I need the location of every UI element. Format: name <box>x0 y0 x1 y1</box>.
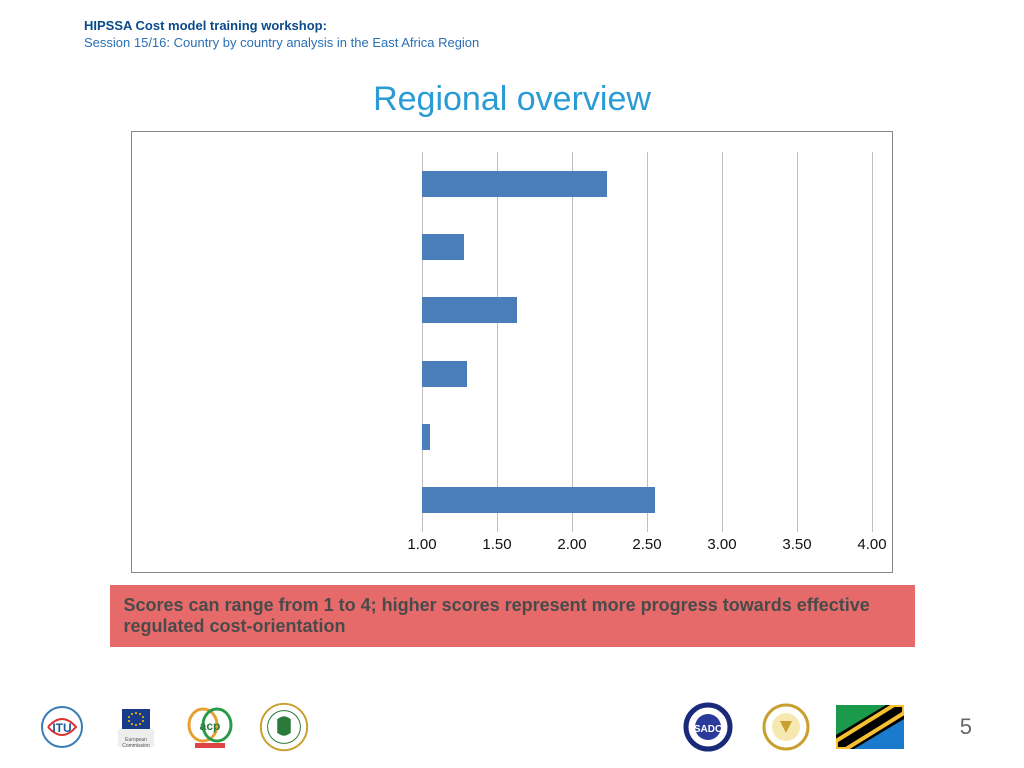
itu-logo-icon: ITU <box>34 700 90 754</box>
chart-container: F) Cost modellingE) Depreciation methods… <box>131 131 893 573</box>
session-subtitle: Session 15/16: Country by country analys… <box>84 35 1024 50</box>
bar <box>422 297 517 323</box>
slide-title: Regional overview <box>0 80 1024 119</box>
tz-flag-icon <box>836 700 904 754</box>
x-tick-label: 3.00 <box>707 536 736 553</box>
eu-logo-icon: EuropeanCommission <box>108 700 164 754</box>
bar <box>422 171 607 197</box>
x-tick-label: 4.00 <box>857 536 886 553</box>
gridline <box>872 152 873 532</box>
gridline <box>722 152 723 532</box>
gridline <box>497 152 498 532</box>
gridline <box>797 152 798 532</box>
bar <box>422 361 467 387</box>
svg-text:Commission: Commission <box>122 743 150 749</box>
x-tick-label: 2.00 <box>557 536 586 553</box>
svg-text:acp: acp <box>200 719 221 733</box>
bar <box>422 424 430 450</box>
explanatory-note: Scores can range from 1 to 4; higher sco… <box>110 585 915 647</box>
gridline <box>572 152 573 532</box>
x-tick-label: 1.00 <box>407 536 436 553</box>
page-number: 5 <box>960 714 972 740</box>
chart-plot-area <box>422 152 872 532</box>
x-tick-label: 2.50 <box>632 536 661 553</box>
workshop-title: HIPSSA Cost model training workshop: <box>84 18 1024 33</box>
footer: ITU EuropeanCommission acp SADC 5 <box>0 700 1024 762</box>
bar <box>422 487 655 513</box>
acp-logo-icon: acp <box>182 700 238 754</box>
bar <box>422 234 464 260</box>
sadc-logo-icon: SADC <box>680 700 736 754</box>
au-logo-icon <box>256 700 312 754</box>
gridline <box>422 152 423 532</box>
gridline <box>647 152 648 532</box>
logo-strip-right: SADC <box>680 700 904 754</box>
x-tick-label: 3.50 <box>782 536 811 553</box>
svg-text:SADC: SADC <box>694 724 722 735</box>
eac-logo-icon <box>758 700 814 754</box>
svg-text:ITU: ITU <box>52 721 71 735</box>
logo-strip-left: ITU EuropeanCommission acp <box>34 700 312 754</box>
x-tick-label: 1.50 <box>482 536 511 553</box>
